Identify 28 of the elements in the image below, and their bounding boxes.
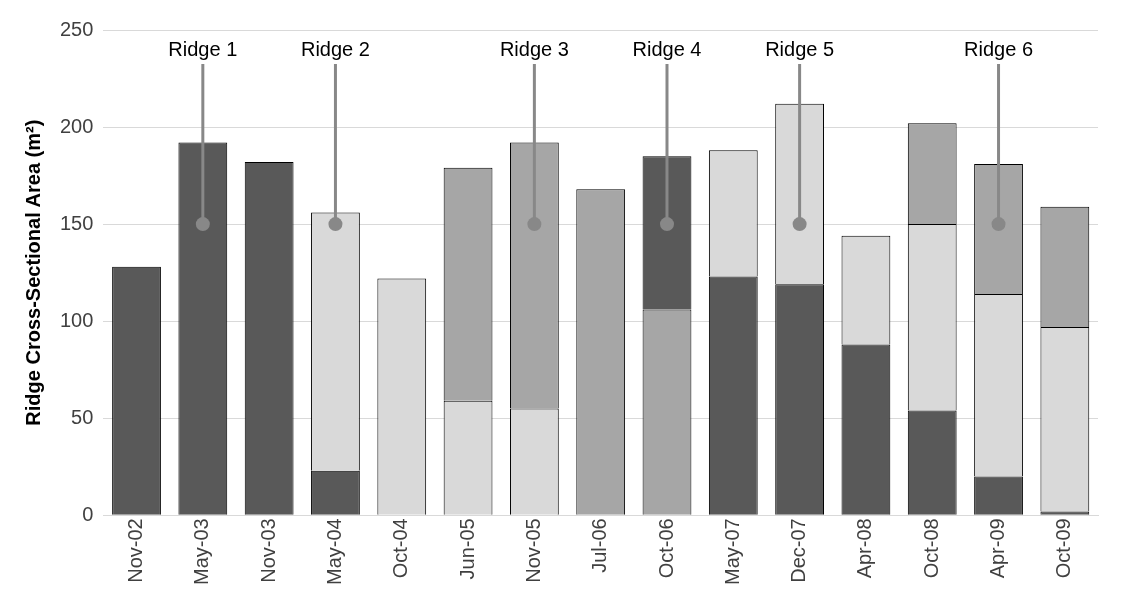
x-tick-label: Nov-03 xyxy=(256,518,279,583)
x-tick-label: Nov-02 xyxy=(124,518,147,583)
x-tick-label: May-07 xyxy=(720,518,743,586)
x-tick-label: May-03 xyxy=(190,518,213,586)
y-tick-label: 0 xyxy=(82,502,94,525)
x-tick-label: Dec-07 xyxy=(787,518,810,583)
y-tick-label: 250 xyxy=(59,17,94,40)
annotation: Ridge 5 xyxy=(765,37,835,60)
x-tick-label: Oct-06 xyxy=(654,518,677,579)
y-tick-label: 100 xyxy=(59,308,94,331)
annotation: Ridge 1 xyxy=(168,37,238,60)
annotation: Ridge 2 xyxy=(300,37,370,60)
x-tick-label: Jul-06 xyxy=(588,518,611,573)
x-tick-label: Oct-08 xyxy=(919,518,942,579)
x-tick-label: Apr-09 xyxy=(986,518,1009,579)
y-tick-label: 50 xyxy=(71,405,94,428)
x-tick-label: Nov-05 xyxy=(521,518,544,583)
annotation: Ridge 3 xyxy=(499,37,569,60)
annotation: Ridge 6 xyxy=(964,37,1034,60)
y-tick-label: 150 xyxy=(59,211,94,234)
x-tick-label: Oct-09 xyxy=(1052,518,1075,579)
x-tick-label: Jun-05 xyxy=(455,518,478,580)
annotation: Ridge 4 xyxy=(632,37,702,60)
y-tick-label: 200 xyxy=(59,114,94,137)
x-tick-label: May-04 xyxy=(322,518,345,586)
x-tick-label: Apr-08 xyxy=(853,518,876,579)
x-tick-label: Oct-04 xyxy=(389,518,412,579)
y-axis-title: Ridge Cross-Sectional Area (m²) xyxy=(21,119,44,426)
